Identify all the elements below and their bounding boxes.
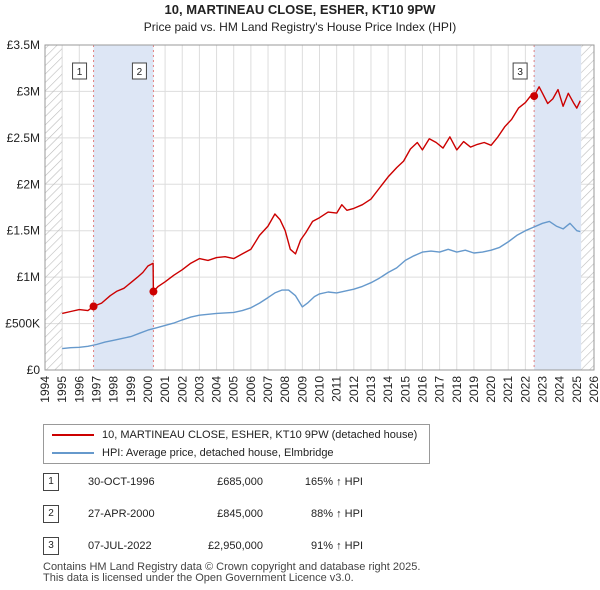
transaction-point (89, 302, 98, 311)
x-tick-label: 1998 (107, 376, 121, 403)
x-tick-label: 2016 (415, 376, 429, 403)
x-tick-label: 2003 (192, 376, 206, 403)
x-tick-label: 2008 (278, 376, 292, 403)
transaction-label-box (72, 62, 88, 80)
footer-license: This data is licensed under the Open Gov… (43, 572, 354, 584)
x-tick-label: 2012 (347, 376, 361, 403)
x-tick-label: 2026 (587, 376, 600, 403)
x-tick-label: 2009 (295, 376, 309, 403)
transaction-label: 1 (77, 67, 83, 78)
transaction-price: £845,000 (217, 508, 263, 520)
y-tick-label: £0 (27, 363, 41, 377)
x-tick-label: 2019 (467, 376, 481, 403)
transaction-label: 2 (137, 67, 143, 78)
transaction-hpi: 88% ↑ HPI (311, 508, 363, 520)
transaction-badge: 3 (43, 537, 59, 555)
x-tick-label: 2017 (433, 376, 447, 403)
x-tick-label: 2025 (570, 376, 584, 403)
legend-line-property (52, 434, 94, 436)
legend-label-hpi: HPI: Average price, detached house, Elmb… (102, 447, 334, 459)
x-tick-label: 2014 (381, 376, 395, 403)
transaction-hpi: 91% ↑ HPI (311, 540, 363, 552)
x-tick-label: 2007 (261, 376, 275, 403)
x-tick-label: 2000 (141, 376, 155, 403)
x-tick-label: 1994 (38, 376, 52, 403)
footer-copyright: Contains HM Land Registry data © Crown c… (43, 561, 421, 573)
transaction-label-box (131, 62, 147, 80)
x-tick-label: 2005 (227, 376, 241, 403)
x-tick-label: 2013 (364, 376, 378, 403)
transaction-badge: 2 (43, 505, 59, 523)
y-tick-label: £3.5M (7, 38, 40, 52)
legend-label-property: 10, MARTINEAU CLOSE, ESHER, KT10 9PW (de… (102, 429, 418, 441)
x-tick-label: 2024 (553, 376, 567, 403)
x-tick-label: 2023 (536, 376, 550, 403)
y-tick-label: £1M (17, 270, 40, 284)
property-price-line (62, 86, 581, 315)
hpi-line (62, 220, 581, 350)
shaded-period (93, 45, 154, 370)
y-tick-label: £2.5M (7, 131, 40, 145)
legend: 10, MARTINEAU CLOSE, ESHER, KT10 9PW (de… (43, 424, 430, 464)
shaded-period (534, 45, 582, 370)
x-tick-label: 2020 (484, 376, 498, 403)
y-tick-label: £3M (17, 84, 40, 98)
x-tick-label: 2006 (244, 376, 258, 403)
transaction-hpi: 165% ↑ HPI (304, 476, 363, 488)
transaction-label-box (512, 62, 528, 80)
x-tick-label: 2015 (398, 376, 412, 403)
y-tick-label: £2M (17, 177, 40, 191)
x-tick-label: 2022 (518, 376, 532, 403)
y-tick-label: £500K (5, 317, 40, 331)
plot-frame (44, 44, 595, 371)
hatched-period (581, 45, 594, 370)
transaction-price: £685,000 (217, 476, 263, 488)
chart-title: 10, MARTINEAU CLOSE, ESHER, KT10 9PW (165, 2, 437, 17)
x-tick-label: 1996 (72, 376, 86, 403)
transaction-date: 07-JUL-2022 (88, 540, 152, 552)
transaction-point (149, 287, 158, 296)
x-tick-label: 2001 (158, 376, 172, 403)
transaction-price: £2,950,000 (207, 540, 263, 552)
transaction-date: 30-OCT-1996 (88, 476, 155, 488)
transaction-date: 27-APR-2000 (88, 508, 155, 520)
x-tick-label: 1997 (89, 376, 103, 403)
x-tick-label: 2018 (450, 376, 464, 403)
price-chart: 10, MARTINEAU CLOSE, ESHER, KT10 9PW Pri… (5, 2, 600, 403)
x-tick-label: 2010 (313, 376, 327, 403)
x-tick-label: 2021 (501, 376, 515, 403)
transaction-badge: 1 (43, 473, 59, 491)
chart-subtitle: Price paid vs. HM Land Registry's House … (144, 20, 456, 34)
transaction-label: 3 (517, 67, 523, 78)
hatched-period (45, 45, 63, 370)
x-tick-label: 2004 (210, 376, 224, 403)
x-tick-label: 1999 (124, 376, 138, 403)
x-tick-label: 2011 (330, 376, 344, 402)
x-tick-label: 2002 (175, 376, 189, 403)
legend-line-hpi (52, 452, 94, 454)
transaction-point (530, 92, 539, 101)
x-tick-label: 1995 (55, 376, 69, 403)
y-tick-label: £1.5M (7, 224, 40, 238)
